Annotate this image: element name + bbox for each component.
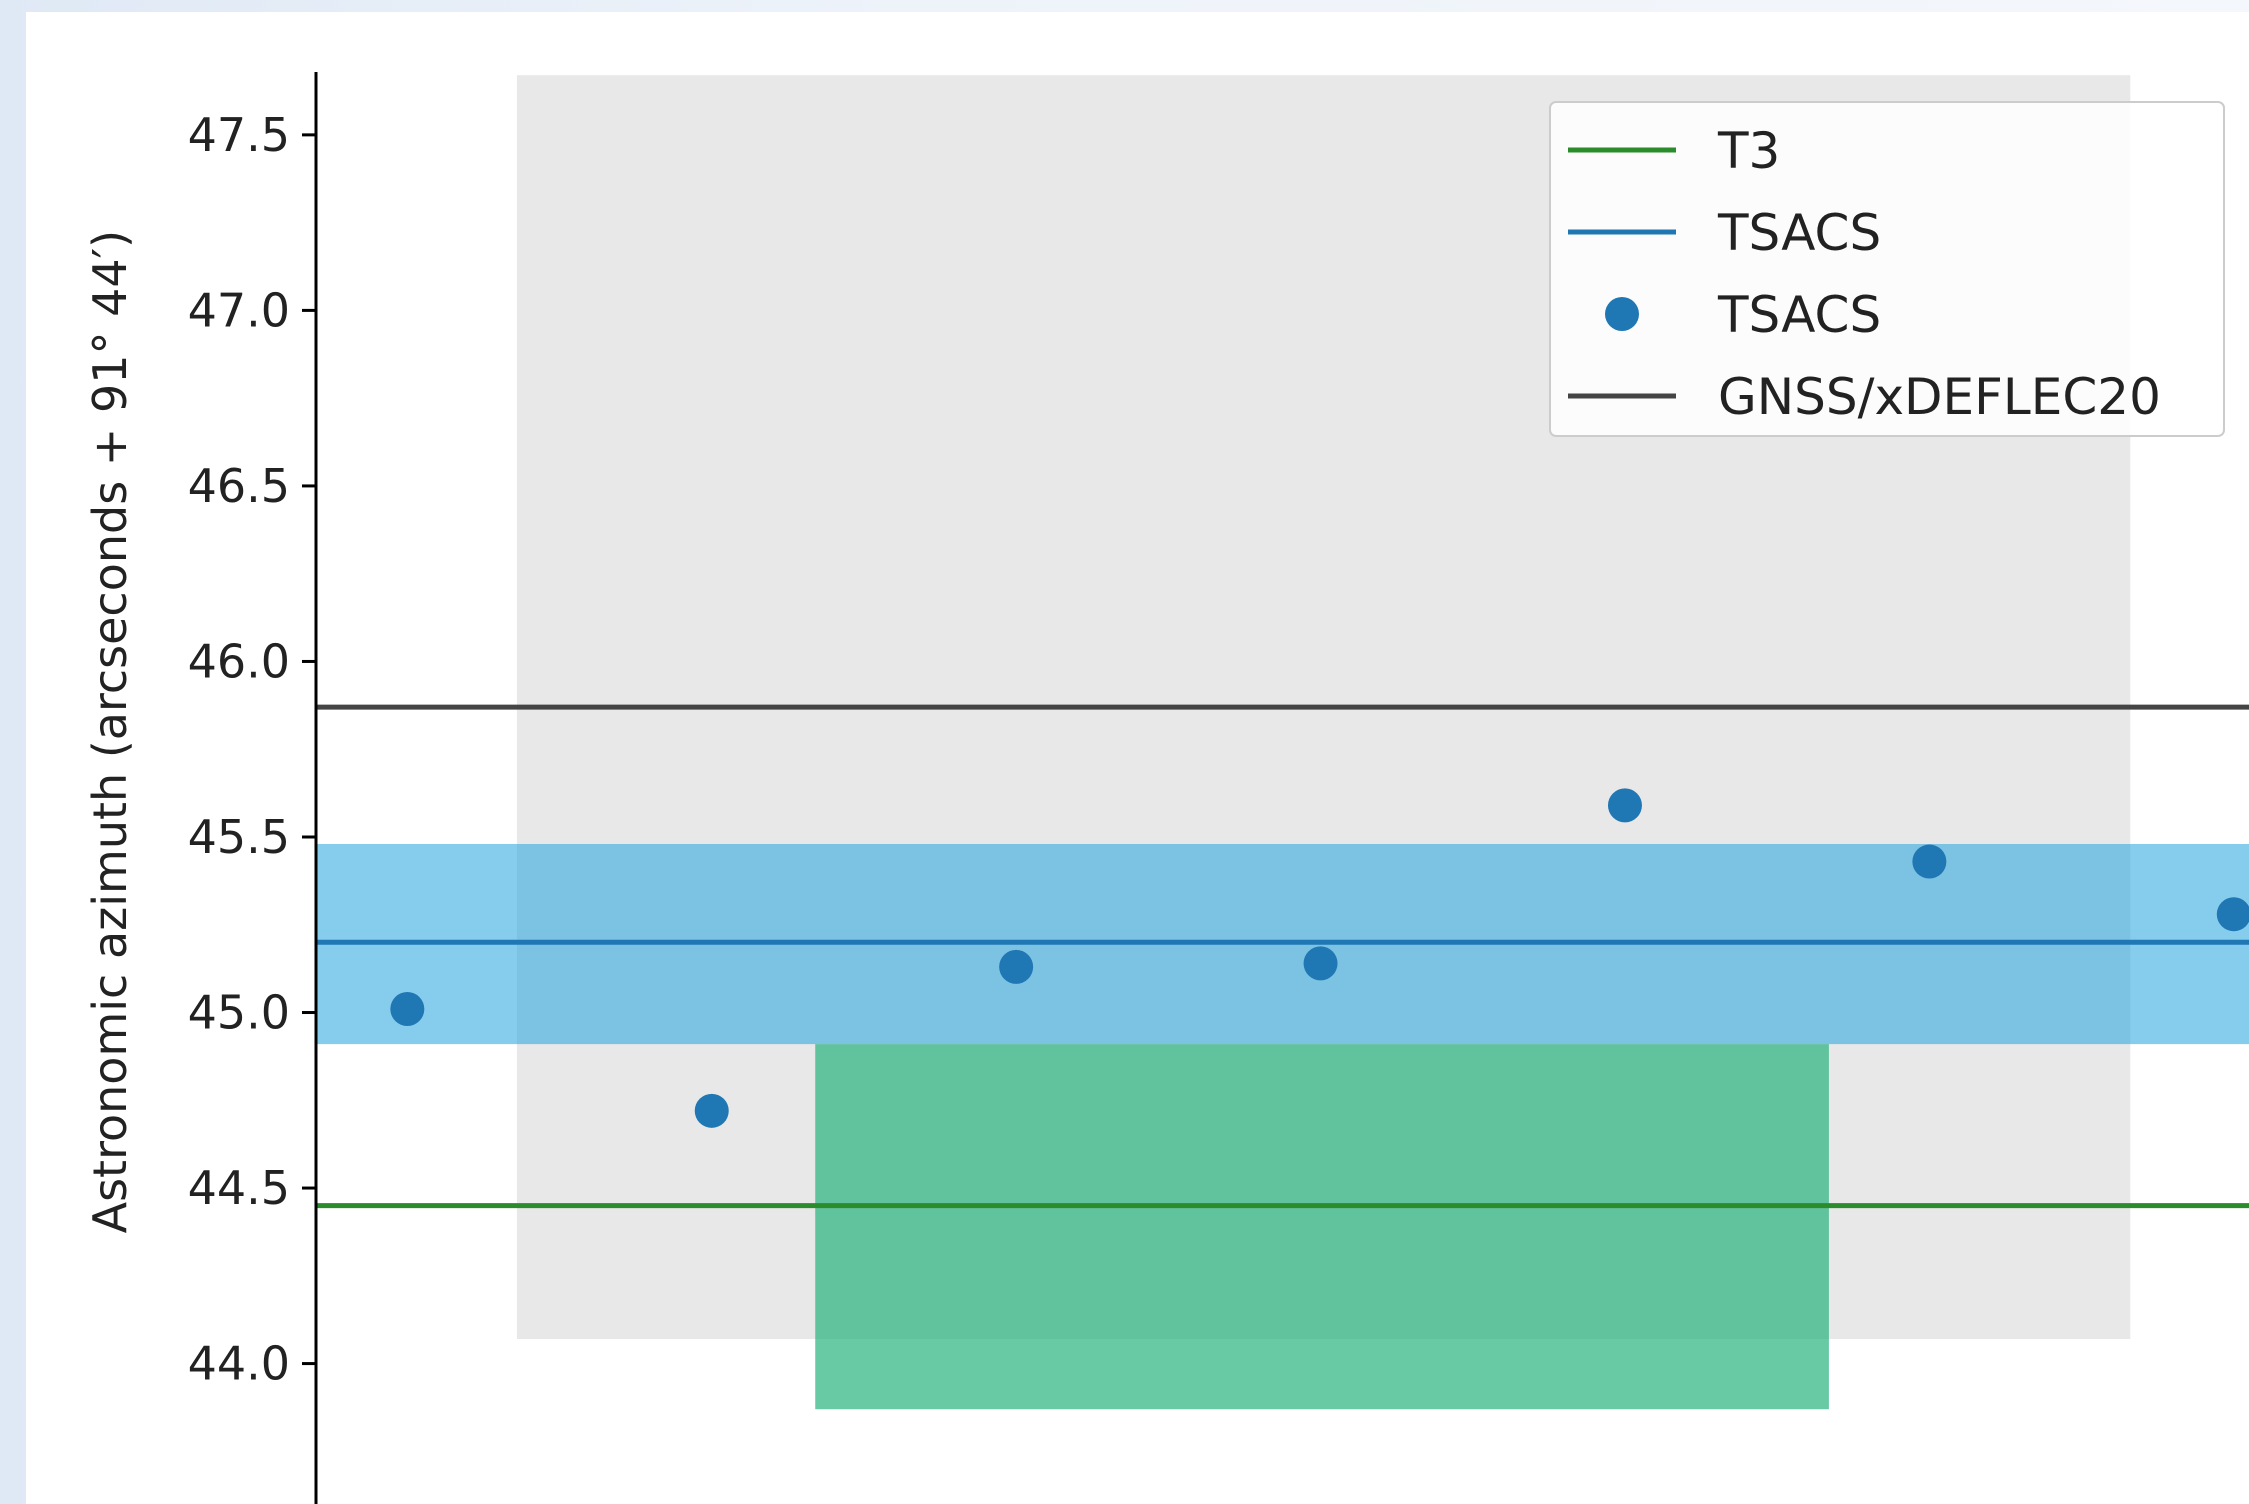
scatter-chart: 44.0 44.5 45.0 45.5 46.0 46.5 47.0 47.5 Astrono… <box>83 72 2249 1504</box>
y-tick-label: 46.5 <box>188 459 290 513</box>
legend-item: T3 <box>1568 122 1780 180</box>
legend-label: GNSS/xDEFLEC20 <box>1718 368 2161 426</box>
legend: T3 TSACS TSACS GNSS/xDEFLEC20 <box>1549 101 2225 437</box>
data-point <box>999 949 1034 984</box>
legend-item: TSACS <box>1568 204 1881 262</box>
legend-label: T3 <box>1717 122 1780 180</box>
y-tick-label: 44.5 <box>188 1161 290 1215</box>
y-tick-label: 47.5 <box>188 108 290 162</box>
legend-item: GNSS/xDEFLEC20 <box>1568 368 2161 426</box>
data-point <box>1912 844 1947 879</box>
y-tick-label: 44.0 <box>188 1337 290 1391</box>
data-point <box>2216 897 2249 932</box>
legend-dot-swatch <box>1605 297 1639 331</box>
y-tick-label: 45.0 <box>188 986 290 1040</box>
y-tick-label: 46.0 <box>188 634 290 688</box>
data-point <box>1607 788 1642 823</box>
data-point <box>1303 946 1338 981</box>
shaded-band-2 <box>815 1044 1829 1410</box>
y-tick-label: 47.0 <box>188 283 290 337</box>
legend-frame <box>1549 101 2225 437</box>
data-point <box>694 1093 729 1128</box>
legend-item: TSACS <box>1605 286 1881 344</box>
data-points <box>390 788 2249 1128</box>
legend-label: TSACS <box>1717 204 1881 262</box>
data-point <box>390 992 425 1027</box>
y-axis-label: Astronomic azimuth (arcseconds + 91° 44′… <box>83 230 137 1233</box>
chart-container: 44.0 44.5 45.0 45.5 46.0 46.5 47.0 47.5 Astrono… <box>26 12 2249 1504</box>
reference-lines <box>316 704 2249 1209</box>
y-tick-label: 45.5 <box>188 810 290 864</box>
legend-label: TSACS <box>1717 286 1881 344</box>
y-axis-ticks: 44.0 44.5 45.0 45.5 46.0 46.5 47.0 47.5 <box>188 108 316 1391</box>
